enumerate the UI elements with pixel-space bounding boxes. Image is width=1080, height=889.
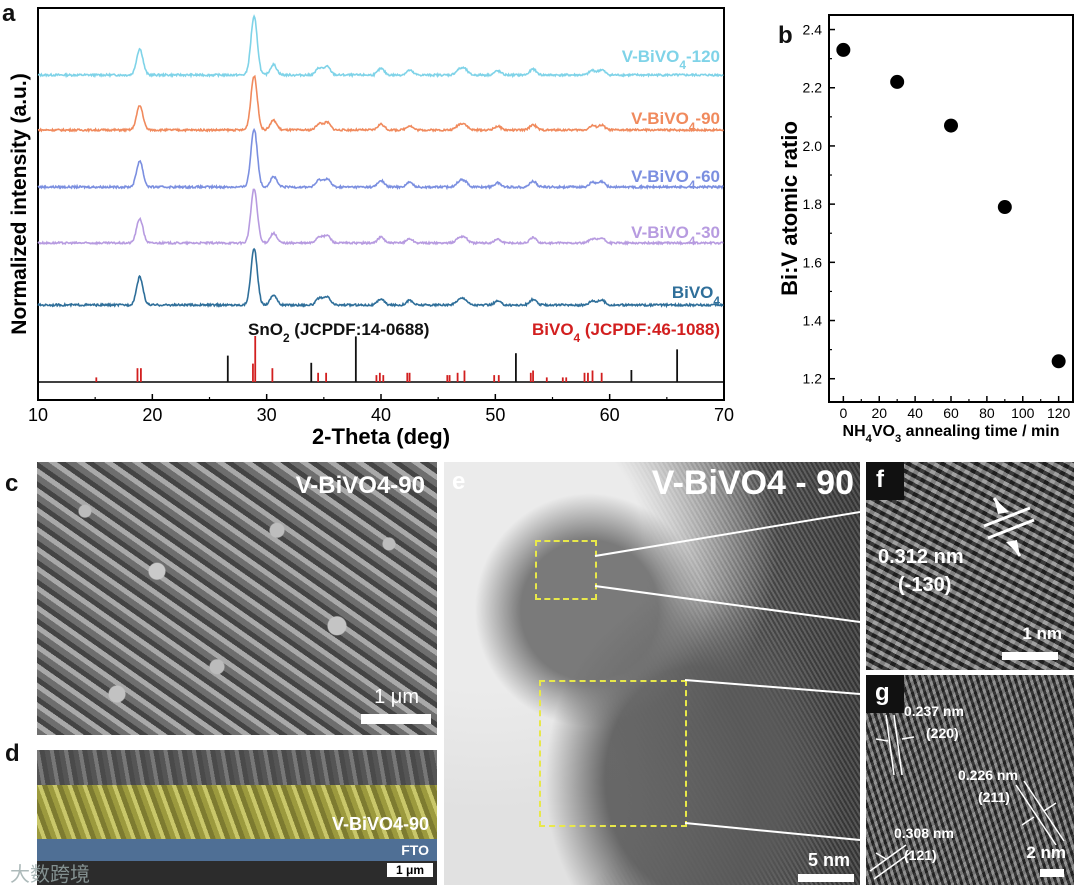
plot-frame: [828, 14, 1074, 403]
x-tick-label: 0: [839, 405, 847, 421]
glass-substrate: [37, 861, 437, 885]
sem-scale-bar: [361, 714, 431, 724]
x-tick-label: 40: [907, 405, 923, 421]
sem-scale-text: 1 μm: [374, 686, 419, 708]
series-label: V-BiVO4-30: [631, 223, 720, 248]
data-point: [836, 42, 851, 57]
x-tick-label: 60: [600, 405, 620, 425]
g-scale-text: 2 nm: [1026, 843, 1066, 862]
plot-frame: [37, 7, 725, 401]
data-point: [997, 200, 1012, 215]
xrd-line: [37, 247, 724, 309]
x-tick-label: 30: [257, 405, 277, 425]
x-tick-label: 120: [1047, 405, 1071, 421]
y-tick-label: 2.4: [803, 22, 823, 38]
data-point: [944, 118, 958, 133]
layer-label: V-BiVO4-90: [331, 814, 429, 834]
f-d-spacing: 0.312 nm: [878, 546, 964, 568]
series-label: V-BiVO4-60: [631, 167, 720, 192]
lattice-markers-g: [869, 714, 1065, 880]
zoom-lines: [594, 511, 860, 841]
y-axis-label: Bi:V atomic ratio: [777, 121, 802, 296]
g-d1: 0.237 nm: [904, 703, 964, 719]
y-tick-label: 1.6: [803, 254, 823, 270]
g-d3: 0.308 nm: [894, 825, 954, 841]
reference-label-sno2: SnO2 (JCPDF:14-0688): [248, 320, 429, 345]
x-tick-label: 40: [371, 405, 391, 425]
g-d2: 0.226 nm: [958, 767, 1018, 783]
sem-top-view: V-BiVO4-90 1 μm: [37, 462, 437, 735]
xrd-line: [37, 14, 724, 79]
ratio-chart: 1.2 1.4 1.6 1.8 2.0 2.2 2.4 0 20 40 60 80 100 120 NH4V…: [777, 14, 1074, 445]
series-label: V-BiVO4-120: [622, 47, 720, 72]
x-axis-label: 2-Theta (deg): [312, 424, 450, 449]
zoom-box-f: [535, 540, 597, 600]
lattice-marker-f: [983, 497, 1035, 557]
cross-section-top: [37, 750, 437, 788]
fto-layer: [37, 839, 437, 861]
panel-label-a: a: [2, 0, 16, 27]
fto-label: FTO: [401, 842, 429, 858]
x-tick-label: 50: [485, 405, 505, 425]
x-tick-label: 100: [1011, 405, 1035, 421]
sem-label: V-BiVO4-90: [295, 472, 425, 499]
g-scale-bar: [1040, 869, 1064, 877]
series-label: V-BiVO4-90: [631, 109, 720, 134]
f-hkl: (-130): [898, 574, 952, 596]
hrtem-scale-bar: [798, 874, 854, 882]
cross-section-scale: 1 μm: [387, 863, 433, 877]
y-tick-label: 2.2: [803, 80, 823, 96]
f-scale-text: 1 nm: [1022, 624, 1062, 643]
vbivo4-layer: [37, 785, 437, 839]
lattice-image-f: f 0.312 nm (-130) 1 nm: [866, 462, 1074, 670]
xrd-line: [37, 188, 724, 246]
f-scale-bar: [1002, 652, 1058, 660]
xrd-line: [37, 74, 724, 133]
zoom-box-g: [539, 680, 687, 827]
g-hkl1: (220): [926, 725, 959, 741]
panel-label-c: c: [5, 470, 19, 497]
y-tick-label: 1.8: [803, 196, 823, 212]
f-label-bg: [866, 462, 904, 500]
panel-label-d: d: [5, 740, 20, 767]
data-point: [890, 74, 905, 89]
lattice-image-g: g 0.237 nm (220) 0.226 nm (211) 0.308 nm…: [866, 675, 1074, 885]
x-tick-label: 70: [714, 405, 734, 425]
g-hkl2: (211): [978, 789, 1010, 805]
x-axis-label: NH4VO3 annealing time / min: [843, 423, 1060, 445]
xrd-line: [37, 127, 724, 191]
panel-label-b: b: [778, 22, 793, 49]
y-axis-label: Normalized intensity (a.u.): [8, 73, 31, 334]
hrtem-scale-text: 5 nm: [807, 850, 850, 870]
panel-label-e: e: [452, 468, 466, 495]
x-tick-label: 80: [979, 405, 995, 421]
xrd-chart: V-BiVO4-120 V-BiVO4-90 V-BiVO4-60 V-BiVO4-3…: [8, 7, 734, 449]
cross-section-image: V-BiVO4-90 FTO 1 μm: [37, 750, 437, 885]
series-label: BiVO4: [672, 283, 721, 308]
y-tick-label: 1.2: [803, 371, 823, 387]
reference-label-bivo4: BiVO4 (JCPDF:46-1088): [532, 320, 720, 345]
hrtem-image: V-BiVO4 - 90 5 nm: [444, 462, 860, 885]
x-tick-label: 20: [871, 405, 887, 421]
watermark-text: 大数跨境: [10, 864, 90, 886]
data-point: [1051, 354, 1066, 369]
hrtem-title: V-BiVO4 - 90: [651, 464, 854, 502]
y-tick-label: 2.0: [803, 138, 823, 154]
x-tick-label: 20: [142, 405, 162, 425]
x-tick-label: 60: [943, 405, 959, 421]
panel-label-f: f: [876, 466, 884, 493]
g-hkl3: (121): [904, 847, 937, 863]
panel-label-g: g: [875, 679, 890, 706]
g-label-bg: [866, 675, 904, 713]
y-tick-label: 1.4: [803, 313, 823, 329]
x-tick-label: 10: [28, 405, 48, 425]
